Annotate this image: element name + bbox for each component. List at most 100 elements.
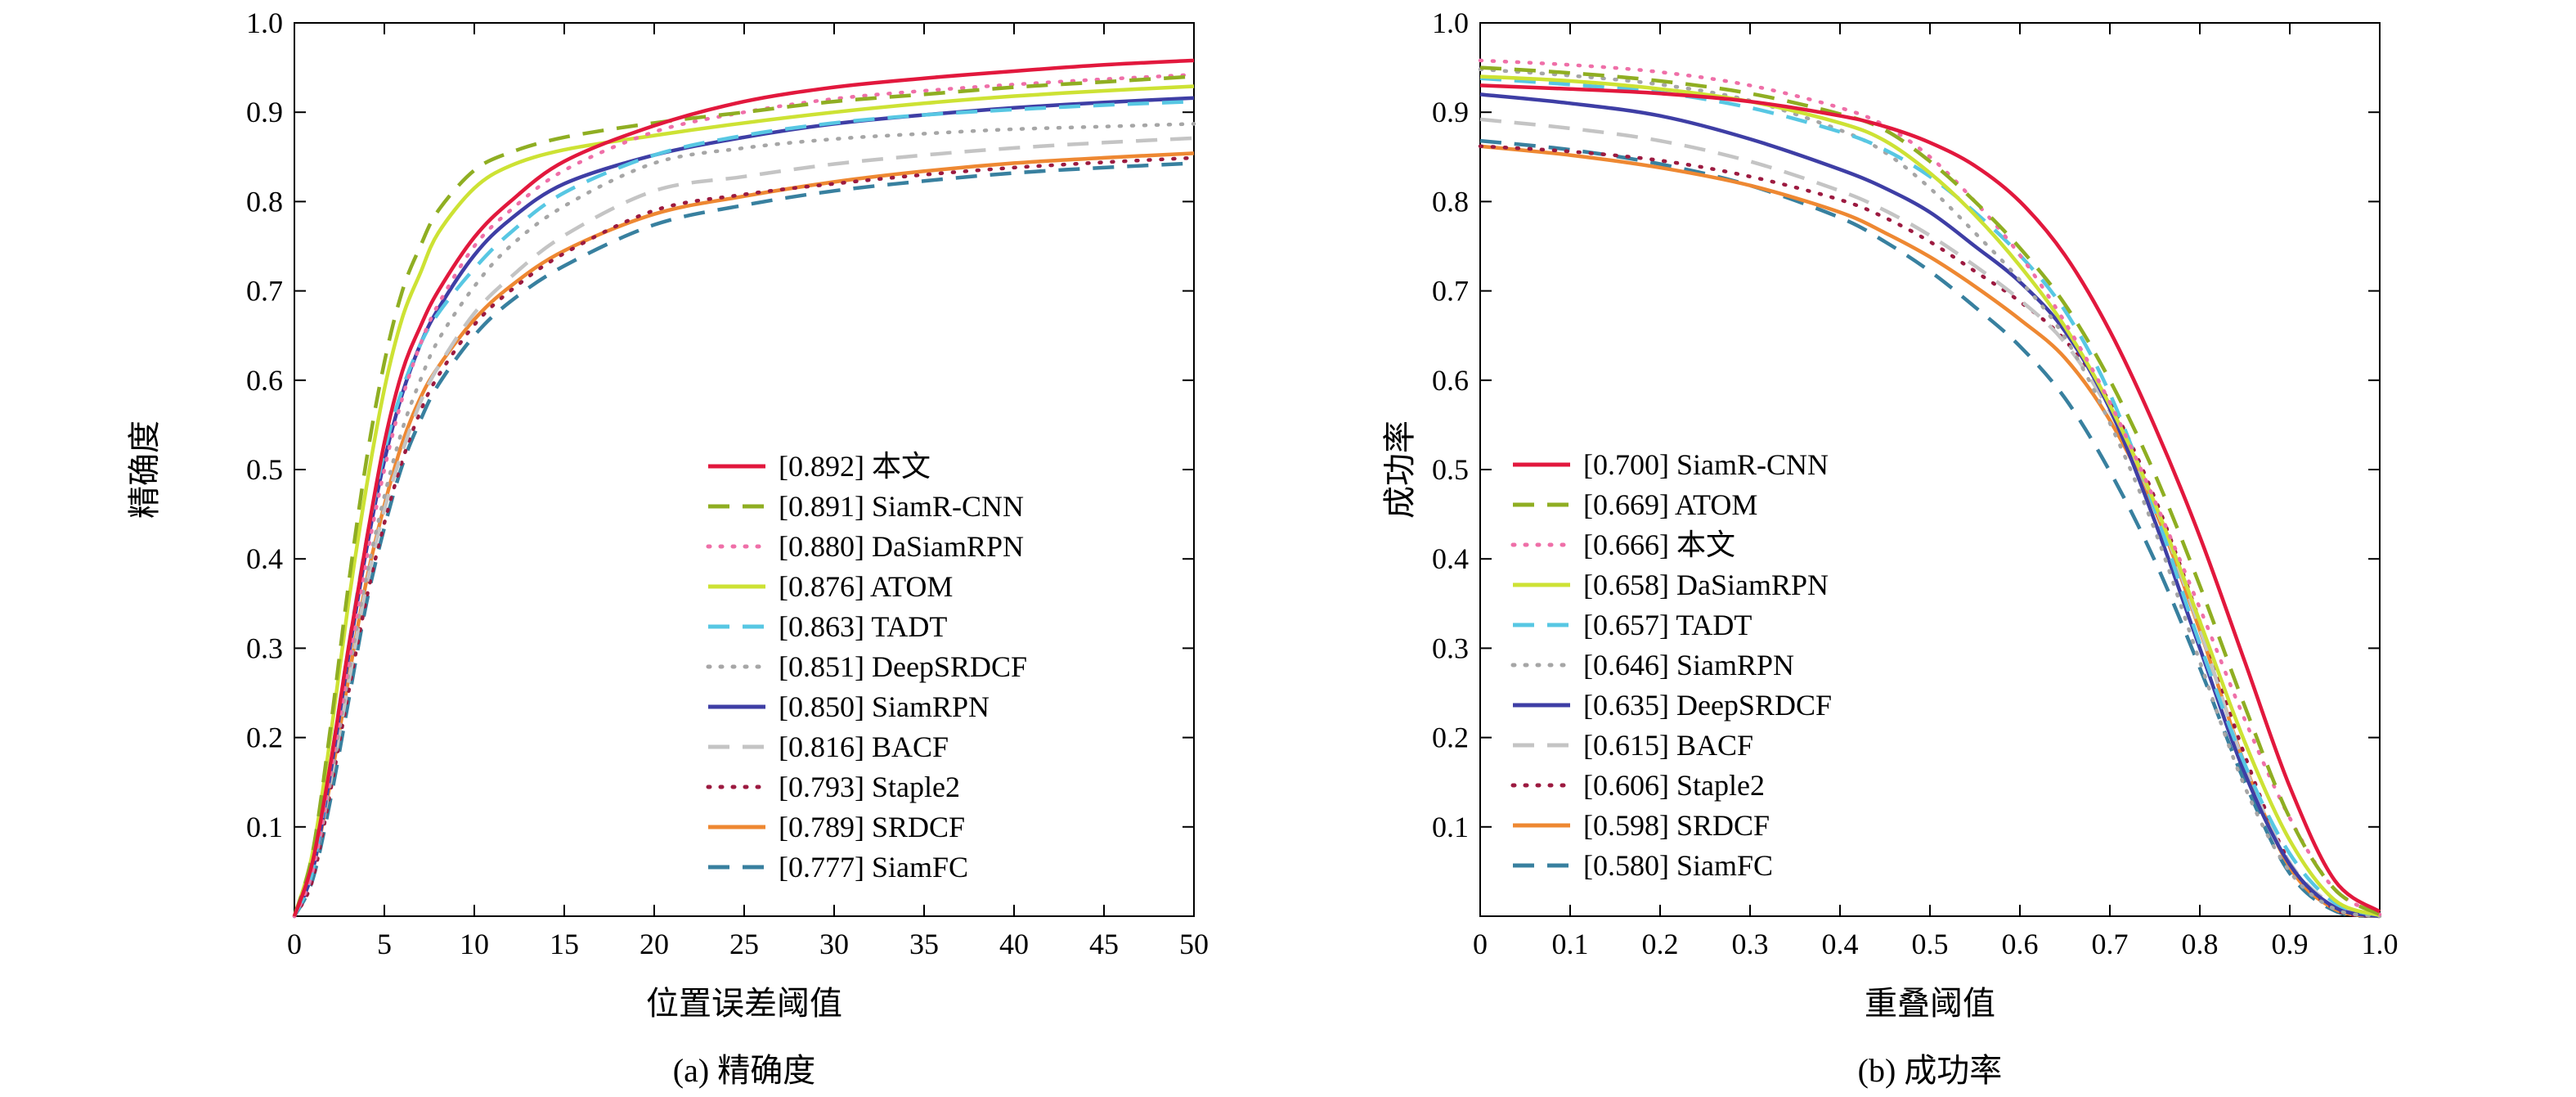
y-tick-label: 0.2 — [246, 722, 283, 754]
x-tick-label: 0 — [287, 928, 302, 960]
legend-item: [0.876] ATOM — [708, 570, 953, 603]
y-tick-label: 0.3 — [1432, 632, 1469, 664]
success-plot-panel: 0 0.1 0.2 0.3 0.4 0.5 0.6 0.7 0.8 0.9 1.0 0.1 0.2 0.3… — [1381, 7, 2399, 1089]
x-tick-label: 30 — [819, 928, 849, 960]
x-tick-label: 5 — [377, 928, 392, 960]
legend-label: [0.793] Staple2 — [779, 771, 960, 803]
legend-label: [0.598] SRDCF — [1583, 809, 1770, 842]
x-tick-label: 50 — [1179, 928, 1209, 960]
precision-caption: (a) 精确度 — [673, 1052, 815, 1089]
y-tick-label: 0.9 — [246, 96, 283, 128]
legend-label: [0.850] SiamRPN — [779, 690, 990, 723]
y-tick-label: 0.8 — [246, 185, 283, 218]
x-tick-label: 0.8 — [2182, 928, 2219, 960]
x-tick-label: 1.0 — [2362, 928, 2399, 960]
y-tick-label: 0.4 — [246, 542, 283, 575]
legend-label: [0.657] TADT — [1583, 609, 1752, 641]
legend-label: [0.615] BACF — [1583, 729, 1753, 762]
legend-item: [0.816] BACF — [708, 731, 949, 763]
legend-label: [0.876] ATOM — [779, 570, 953, 603]
x-tick-label: 45 — [1089, 928, 1119, 960]
x-tick-label: 40 — [999, 928, 1029, 960]
curve-BACF — [292, 136, 1195, 917]
x-tick-label: 0.2 — [1642, 928, 1679, 960]
x-tick-label: 0.9 — [2272, 928, 2309, 960]
y-tick-label: 0.2 — [1432, 722, 1469, 754]
x-tick-label: 0.4 — [1822, 928, 1859, 960]
legend-item: [0.580] SiamFC — [1513, 849, 1773, 882]
curve-ATOM — [292, 84, 1195, 917]
legend-item: [0.789] SRDCF — [708, 811, 965, 843]
legend-item: [0.658] DaSiamRPN — [1513, 569, 1829, 601]
curve-BACF — [1479, 117, 2381, 919]
y-tick-label: 1.0 — [1432, 7, 1469, 39]
curve-SiamR-CNN — [1479, 83, 2381, 914]
x-tick-label: 0.3 — [1732, 928, 1769, 960]
axis-ticks: 0 5 10 15 20 25 30 35 40 45 50 0.1 0.2 0.3 0.4 0.5 0.6 0.… — [246, 7, 1209, 960]
curve-SiamRPN — [1478, 67, 2382, 919]
legend-label: [0.666] 本文 — [1583, 528, 1735, 561]
legend-label: [0.635] DeepSRDCF — [1583, 689, 1832, 722]
y-tick-label: 0.8 — [1432, 185, 1469, 218]
x-tick-label: 0 — [1473, 928, 1488, 960]
legend-label: [0.580] SiamFC — [1583, 849, 1773, 882]
x-tick-label: 35 — [909, 928, 939, 960]
y-tick-label: 0.5 — [1432, 453, 1469, 486]
y-tick-label: 0.1 — [246, 811, 283, 843]
legend: [0.700] SiamR-CNN [0.669] ATOM [0.666] 本文 [… — [1510, 448, 1832, 882]
success-y-axis-label: 成功率 — [1381, 420, 1418, 519]
y-tick-label: 0.1 — [1432, 811, 1469, 843]
legend-label: [0.700] SiamR-CNN — [1583, 448, 1829, 481]
plot-box — [294, 22, 1195, 917]
legend-label: [0.891] SiamR-CNN — [779, 490, 1024, 523]
curve-SiamFC — [292, 161, 1195, 918]
legend-item: [0.615] BACF — [1513, 729, 1753, 762]
y-tick-label: 0.3 — [246, 632, 283, 664]
x-tick-label: 0.1 — [1552, 928, 1589, 960]
legend-item: [0.657] TADT — [1513, 609, 1752, 641]
curve-DeepSRDCF — [292, 122, 1196, 919]
legend-item: [0.863] TADT — [708, 610, 947, 643]
curve-TADT — [292, 99, 1195, 917]
precision-plot-dynamic: 0 5 10 15 20 25 30 35 40 45 50 0.1 0.2 0.3 0.4 0.5 0.6 0.… — [246, 7, 1209, 960]
legend-item: [0.880] DaSiamRPN — [706, 530, 1024, 563]
x-tick-label: 15 — [550, 928, 579, 960]
curves — [292, 58, 1196, 919]
legend-item: [0.669] ATOM — [1513, 488, 1757, 521]
legend-item: [0.891] SiamR-CNN — [708, 490, 1024, 523]
curve-SiamR-CNN — [292, 74, 1195, 917]
curve-本文 — [292, 58, 1195, 917]
legend-item: [0.606] Staple2 — [1510, 769, 1765, 802]
x-tick-label: 0.5 — [1912, 928, 1949, 960]
y-tick-label: 0.4 — [1432, 542, 1469, 575]
curve-DaSiamRPN — [1479, 74, 2381, 918]
legend-item: [0.598] SRDCF — [1513, 809, 1770, 842]
x-tick-label: 0.7 — [2092, 928, 2129, 960]
x-tick-label: 20 — [640, 928, 669, 960]
legend-label: [0.851] DeepSRDCF — [779, 650, 1027, 683]
y-tick-label: 0.7 — [1432, 275, 1469, 308]
curves — [1478, 58, 2382, 919]
y-tick-label: 0.9 — [1432, 96, 1469, 128]
y-tick-label: 0.6 — [246, 364, 283, 397]
curve-DeepSRDCF — [1479, 92, 2381, 919]
precision-y-axis-label: 精确度 — [126, 420, 163, 519]
curve-Staple2 — [292, 155, 1196, 919]
legend-item: [0.850] SiamRPN — [708, 690, 990, 723]
legend-item: [0.646] SiamRPN — [1510, 649, 1794, 681]
legend-item: [0.666] 本文 — [1510, 528, 1735, 561]
curve-本文 — [1478, 58, 2382, 917]
curve-TADT — [1479, 76, 2381, 918]
x-tick-label: 0.6 — [2002, 928, 2039, 960]
precision-x-axis-label: 位置误差阈值 — [646, 985, 842, 1022]
legend-label: [0.789] SRDCF — [779, 811, 965, 843]
legend-label: [0.669] ATOM — [1583, 488, 1757, 521]
y-tick-label: 0.5 — [246, 453, 283, 486]
legend-label: [0.646] SiamRPN — [1583, 649, 1794, 681]
curve-SRDCF — [292, 151, 1195, 917]
y-tick-label: 1.0 — [246, 7, 283, 39]
legend-item: [0.700] SiamR-CNN — [1513, 448, 1829, 481]
x-tick-label: 25 — [729, 928, 759, 960]
legend-item: [0.851] DeepSRDCF — [706, 650, 1027, 683]
